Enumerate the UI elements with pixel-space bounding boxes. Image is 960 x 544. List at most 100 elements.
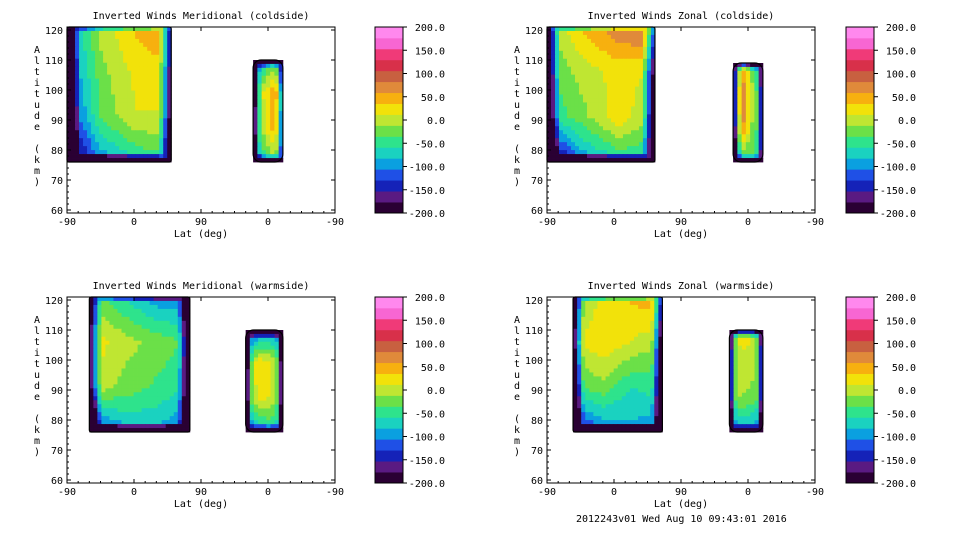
colorbar-tick-label: -200.0 [409,209,445,220]
colorbar-swatch [846,48,874,61]
colorbar-swatch [375,428,403,440]
y-tick-label: 60 [531,476,543,487]
region-outline [732,62,764,163]
colorbar-swatch [846,472,874,484]
colorbar-tick-label: -200.0 [880,209,916,220]
colorbar-swatch [375,37,403,50]
x-tick-label: 90 [675,217,687,228]
x-tick-label: -90 [806,487,824,498]
colorbar-tick-label: 100.0 [886,340,916,351]
colorbar-tick-label: 100.0 [415,70,445,81]
colorbar-tick-label: 0.0 [898,386,916,397]
region-outline [245,329,284,433]
colorbar-tick-label: 0.0 [427,386,445,397]
colorbar-tick-label: 200.0 [415,23,445,34]
colorbar: 200.0 150.0 100.0 50.0 0.0 -50.0 -100.0 -150.0 -… [845,293,916,490]
y-tick-label: 70 [531,176,543,187]
colorbar-tick-label: 100.0 [886,70,916,81]
y-tick-label: 100 [525,356,543,367]
chart-title: Inverted Winds Meridional (coldside) [93,11,310,22]
colorbar-swatch [846,362,874,374]
contour-region-2 [728,329,764,433]
region-outline [728,329,764,433]
y-tick-label: 90 [51,116,63,127]
colorbar-swatch [846,297,874,309]
colorbar-swatch [375,147,403,159]
y-tick-label: 120 [45,26,63,37]
colorbar-swatch [375,417,403,429]
colorbar-swatch [375,406,403,418]
colorbar-tick-label: 200.0 [886,23,916,34]
colorbar-tick-label: -100.0 [409,163,445,174]
x-tick-label: 0 [611,217,617,228]
colorbar-swatch [846,428,874,440]
colorbar-swatch [846,158,874,170]
colorbar: 200.0 150.0 100.0 50.0 0.0 -50.0 -100.0 -150.0 -… [845,23,916,220]
y-tick-label: 110 [45,56,63,67]
colorbar-swatch [846,329,874,342]
x-tick-label: 0 [265,217,271,228]
colorbar-swatch [375,59,403,72]
colorbar-swatch [846,351,874,364]
x-tick-label: 90 [195,487,207,498]
y-tick-label: 80 [531,146,543,157]
colorbar-swatch [375,329,403,342]
colorbar-swatch [846,27,874,39]
x-tick-label: 0 [611,487,617,498]
colorbar-tick-label: -50.0 [415,409,445,420]
colorbar-tick-label: 0.0 [898,116,916,127]
colorbar-tick-label: -200.0 [409,479,445,490]
y-tick-label: 110 [525,56,543,67]
colorbar-swatch [846,37,874,50]
colorbar-tick-label: -100.0 [880,433,916,444]
colorbar-swatch [846,169,874,181]
chart-title: Inverted Winds Zonal (warmside) [588,281,775,292]
colorbar-tick-label: 100.0 [415,340,445,351]
colorbar-tick-label: 200.0 [886,293,916,304]
x-axis-label: Lat (deg) [654,499,708,510]
y-tick-label: 60 [51,206,63,217]
y-tick-label: 100 [525,86,543,97]
colorbar-tick-label: 150.0 [415,46,445,57]
y-tick-label: 110 [525,326,543,337]
y-tick-label: 60 [51,476,63,487]
colorbar-tick-label: -100.0 [880,163,916,174]
colorbar-tick-label: 50.0 [421,93,445,104]
contour-region-2 [732,62,764,163]
y-tick-label: 80 [51,146,63,157]
x-tick-label: 90 [195,217,207,228]
colorbar-swatch [375,395,403,407]
colorbar-tick-label: 50.0 [892,363,916,374]
y-tick-label: 120 [45,296,63,307]
colorbar-swatch [846,417,874,429]
contour-region-1 [546,26,656,163]
colorbar-swatch [846,147,874,159]
colorbar-tick-label: -50.0 [415,139,445,150]
contour-region-1 [66,26,172,163]
colorbar-swatch [375,362,403,374]
y-tick-label: 110 [45,326,63,337]
contour-region-2 [252,59,284,163]
chart-title: Inverted Winds Zonal (coldside) [588,11,775,22]
colorbar-swatch [375,450,403,462]
x-axis-label: Lat (deg) [654,229,708,240]
x-tick-label: -90 [538,487,556,498]
colorbar-swatch [375,114,403,126]
x-tick-label: -90 [538,217,556,228]
colorbar-swatch [375,27,403,39]
y-tick-label: 120 [525,26,543,37]
x-tick-label: 0 [745,217,751,228]
colorbar-swatch [846,180,874,192]
colorbar-swatch [375,373,403,385]
colorbar-swatch [375,125,403,137]
colorbar-swatch [846,103,874,115]
y-tick-label: 90 [531,386,543,397]
colorbar: 200.0 150.0 100.0 50.0 0.0 -50.0 -100.0 -150.0 -… [374,293,445,490]
colorbar-swatch [846,439,874,451]
colorbar-tick-label: 150.0 [886,46,916,57]
